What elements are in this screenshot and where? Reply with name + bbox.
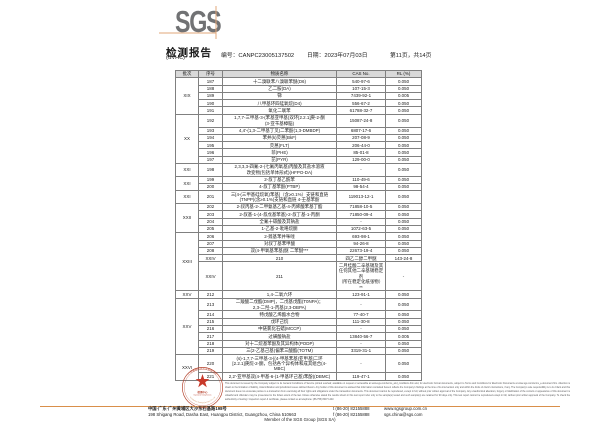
svg-text:Inspection & Testing Services: Inspection & Testing Services	[194, 393, 212, 396]
svg-text:检测中心: 检测中心	[198, 390, 208, 394]
